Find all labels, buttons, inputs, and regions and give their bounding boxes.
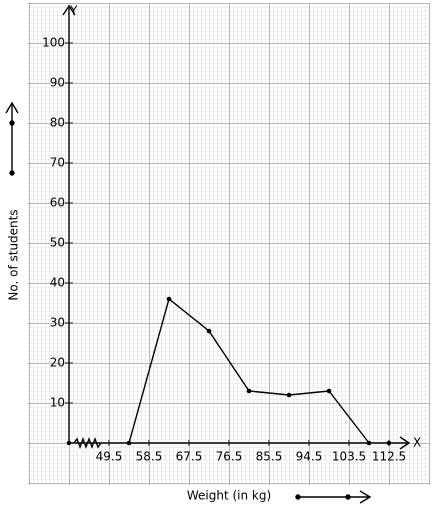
data-point [366,440,372,446]
data-point [126,440,132,446]
y-axis-title: No. of students [7,209,21,300]
x-tick-label: 49.5 [96,450,123,464]
y-tick-label: 60 [50,196,65,210]
y-tick-label: 100 [42,36,65,50]
x-tick-label: 112.5 [372,450,406,464]
graph-paper-major [28,3,430,485]
data-point [326,388,332,394]
origin [66,440,72,446]
x-arrow [399,436,411,450]
data-point [286,392,292,398]
y-tick-label: 80 [50,116,65,130]
y-tick-label: 40 [50,276,65,290]
y-direction-arrow [5,101,19,176]
x-tick-label: 94.5 [296,450,323,464]
y-tick-label: 30 [50,316,65,330]
data-point [166,296,172,302]
data-point [206,328,212,334]
x-direction-arrow [295,490,372,504]
x-tick-label: 58.5 [136,450,163,464]
y-axis-name: Y [69,4,78,18]
x-axis-name: X [413,436,421,450]
y-tick-label: 50 [50,236,65,250]
x-axis-title: Weight (in kg) [187,489,271,503]
axis-break [73,437,102,449]
y-tick-label: 10 [50,396,65,410]
y-tick-label: 70 [50,156,65,170]
x-tick-label: 103.5 [332,450,366,464]
y-tick-label: 20 [50,356,65,370]
x-tick-label: 76.5 [216,450,243,464]
data-point [246,388,252,394]
y-arrow [62,4,76,16]
x-tick-label: 67.5 [176,450,203,464]
x-tick-label: 85.5 [256,450,283,464]
y-tick-label: 90 [50,76,65,90]
